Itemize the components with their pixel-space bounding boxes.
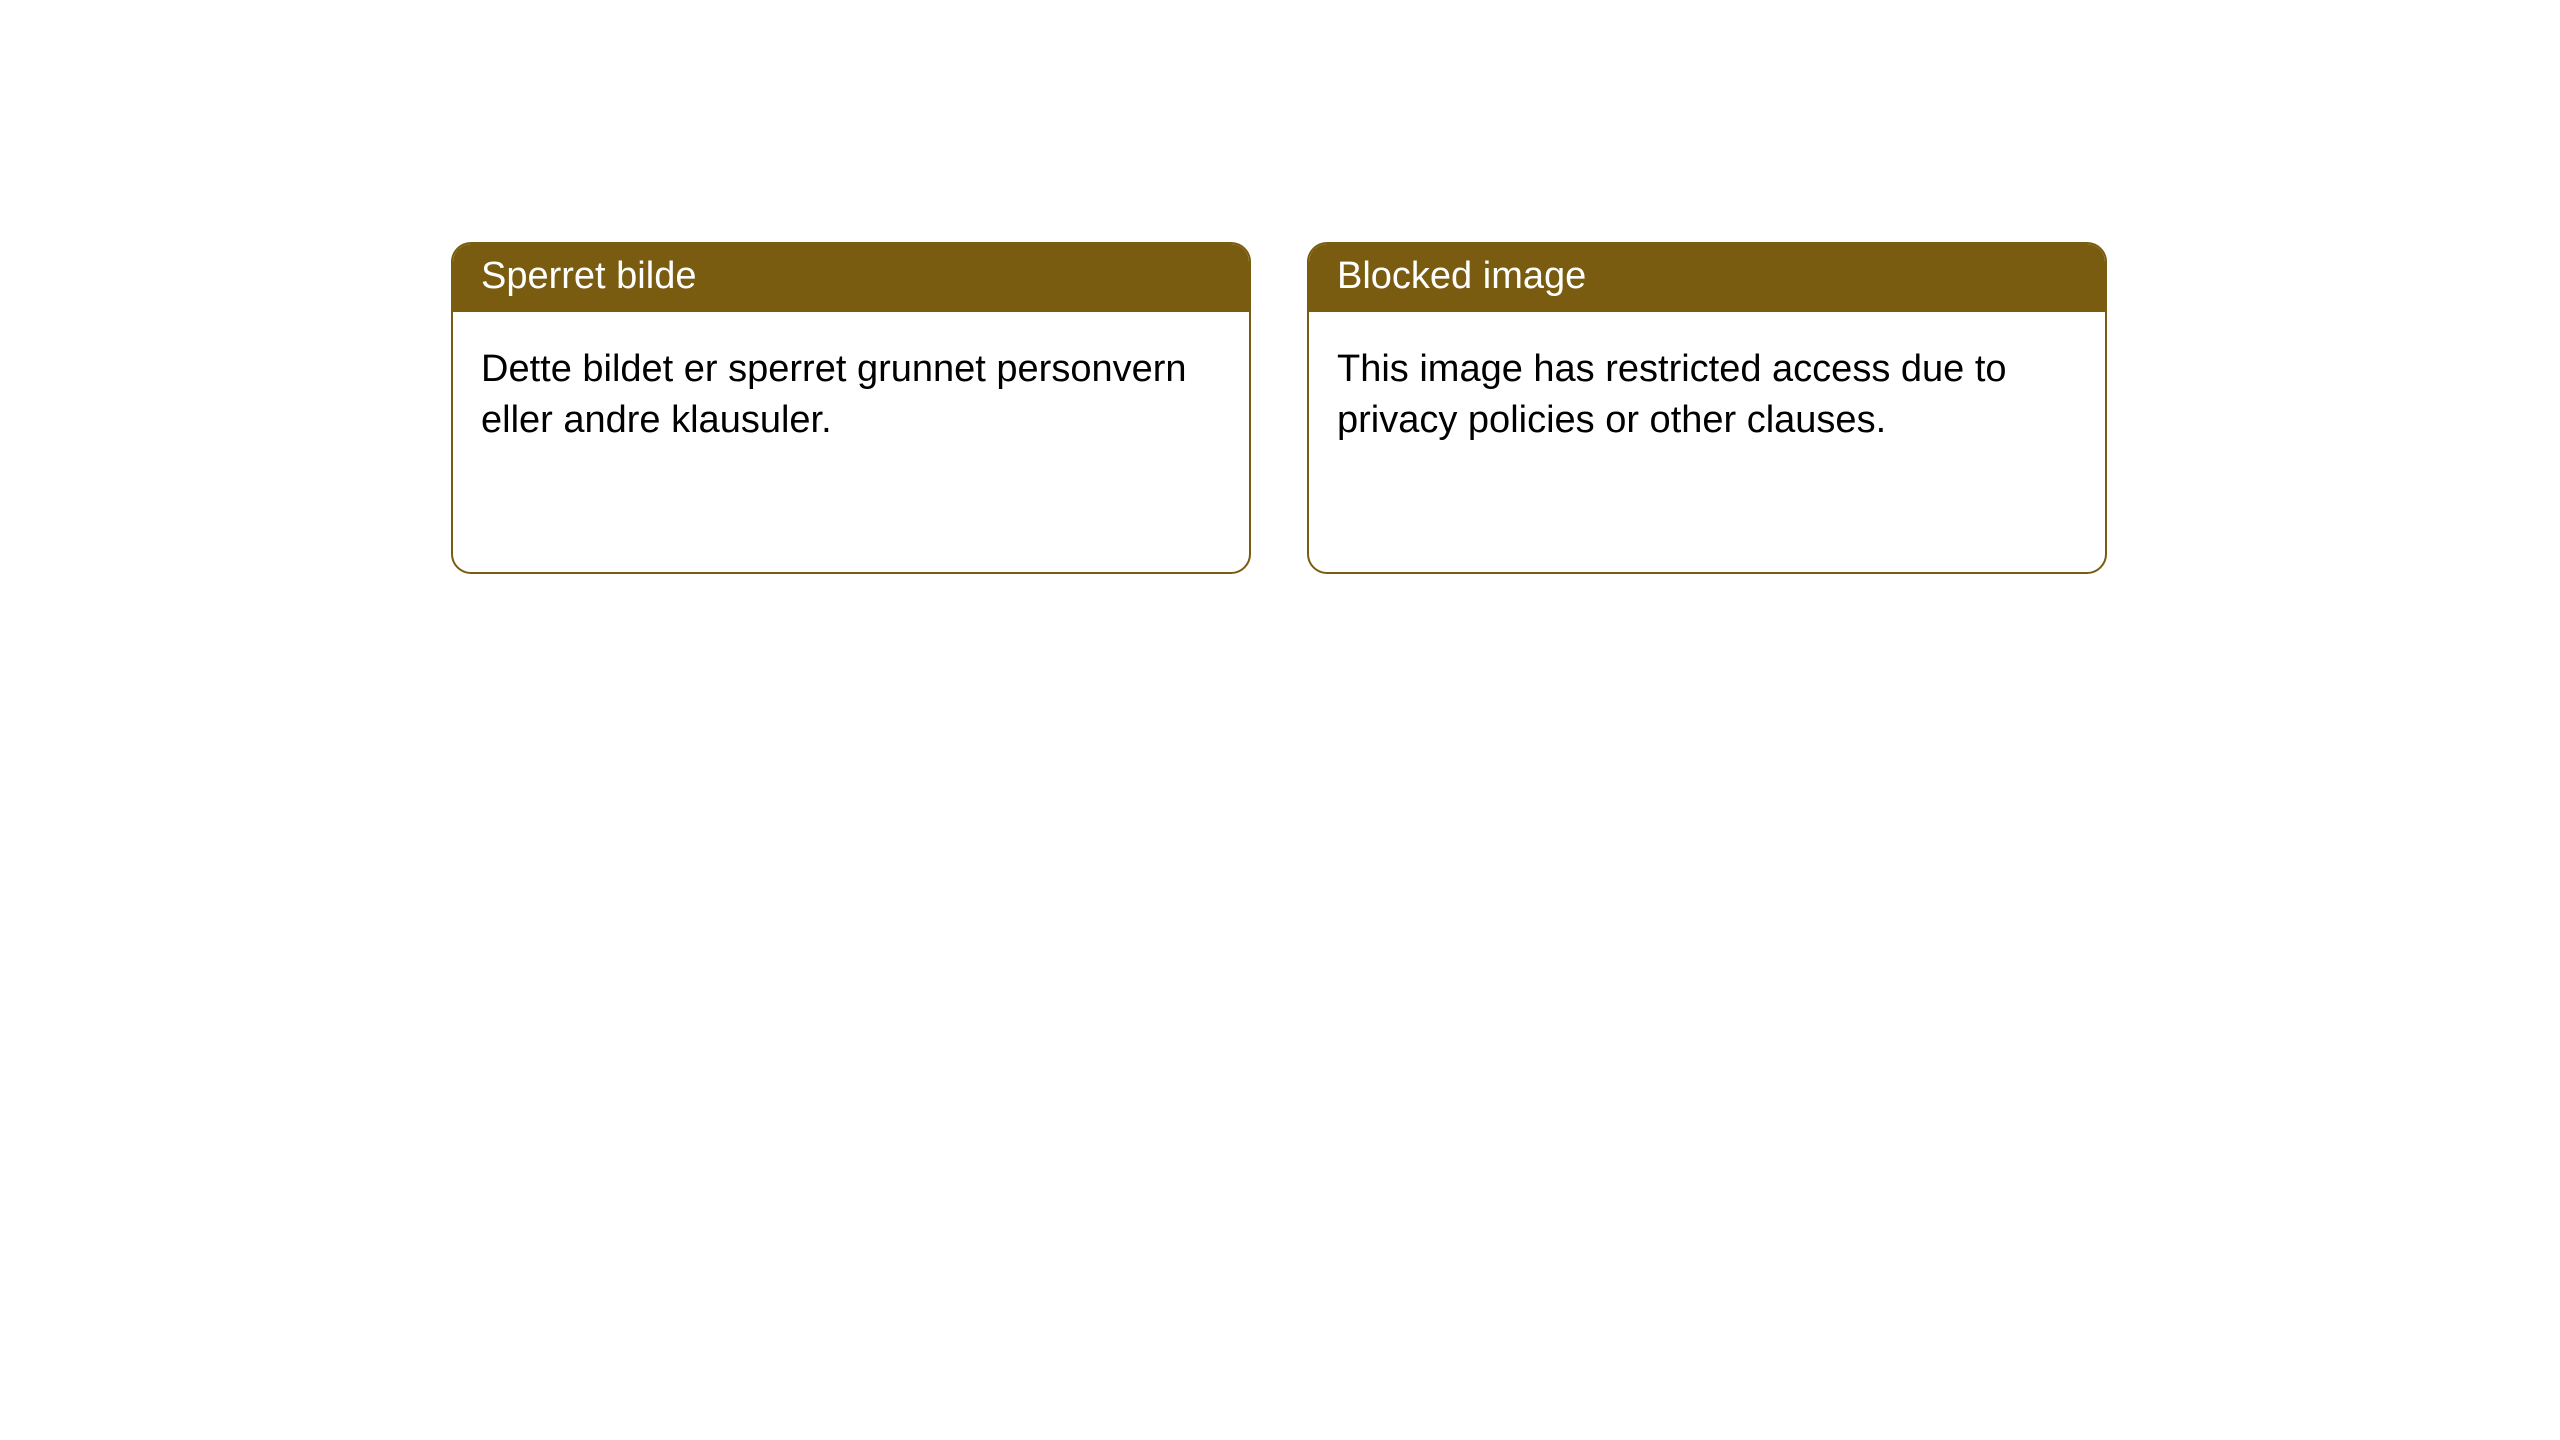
notice-body-english: This image has restricted access due to … — [1309, 312, 2105, 479]
notice-header-english: Blocked image — [1309, 244, 2105, 312]
notice-text-norwegian: Dette bildet er sperret grunnet personve… — [481, 348, 1187, 441]
notice-card-norwegian: Sperret bilde Dette bildet er sperret gr… — [451, 242, 1251, 574]
notice-card-english: Blocked image This image has restricted … — [1307, 242, 2107, 574]
notice-container: Sperret bilde Dette bildet er sperret gr… — [0, 0, 2560, 574]
notice-title-english: Blocked image — [1337, 255, 1586, 297]
notice-header-norwegian: Sperret bilde — [453, 244, 1249, 312]
notice-text-english: This image has restricted access due to … — [1337, 348, 2007, 441]
notice-body-norwegian: Dette bildet er sperret grunnet personve… — [453, 312, 1249, 479]
notice-title-norwegian: Sperret bilde — [481, 255, 696, 297]
